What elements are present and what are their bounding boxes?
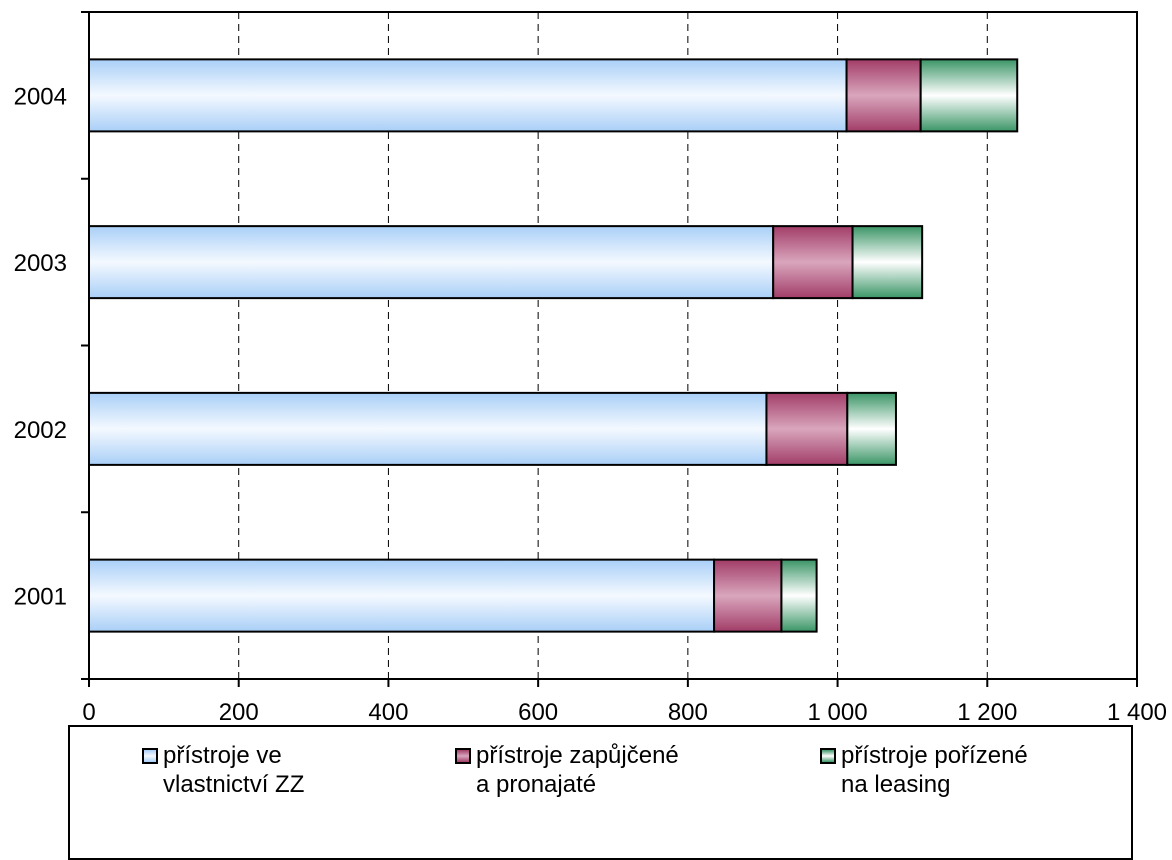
x-tick-label-1200: 1 200 xyxy=(957,699,1017,725)
tick-labels: 2001 2002 2003 2004 0 200 400 600 800 1 000 1 200 1… xyxy=(14,83,1167,725)
axes xyxy=(81,11,1138,687)
bar-2002-series-1 xyxy=(765,391,849,466)
legend-label-leasing-line1: přístroje pořízené xyxy=(841,742,1028,769)
legend-label-leasing: přístroje pořízené na leasing xyxy=(841,741,1028,799)
legend-item-leasing: přístroje pořízené na leasing xyxy=(820,741,1028,799)
y-tick-label-2003: 2003 xyxy=(14,250,67,277)
x-tick-label-600: 600 xyxy=(518,699,558,725)
legend-label-borrowed: přístroje zapůjčené a pronajaté xyxy=(476,741,679,799)
legend-label-owned-line2: vlastnictví ZZ xyxy=(163,771,305,798)
legend-label-borrowed-line2: a pronajaté xyxy=(476,771,597,798)
legend-swatch-borrowed xyxy=(455,748,471,764)
y-tick-label-2002: 2002 xyxy=(14,417,67,444)
x-tick-label-1400: 1 400 xyxy=(1107,699,1167,725)
bar-2004-series-2 xyxy=(919,58,1019,133)
bar-2003-series-2 xyxy=(851,225,924,300)
bar-2001-series-1 xyxy=(713,558,783,633)
x-tick-label-200: 200 xyxy=(219,699,259,725)
legend-item-borrowed: přístroje zapůjčené a pronajaté xyxy=(455,741,679,799)
x-tick-label-0: 0 xyxy=(82,699,95,725)
legend-label-borrowed-line1: přístroje zapůjčené xyxy=(476,742,679,769)
legend-label-leasing-line2: na leasing xyxy=(841,771,951,798)
bar-2003-series-0 xyxy=(88,225,775,300)
x-tick-label-400: 400 xyxy=(368,699,408,725)
x-tick-label-1000: 1 000 xyxy=(808,699,868,725)
legend-swatch-owned xyxy=(142,748,158,764)
bar-2004-series-1 xyxy=(845,58,922,133)
legend-label-owned: přístroje ve vlastnictví ZZ xyxy=(163,741,304,799)
bar-2002-series-2 xyxy=(846,391,897,466)
legend: přístroje ve vlastnictví ZZ přístroje za… xyxy=(68,725,1133,860)
bars xyxy=(88,58,1019,633)
x-tick-label-800: 800 xyxy=(668,699,708,725)
legend-label-owned-line1: přístroje ve xyxy=(163,742,282,769)
y-tick-label-2004: 2004 xyxy=(14,83,67,110)
bar-2001-series-0 xyxy=(88,558,716,633)
bar-2001-series-2 xyxy=(780,558,818,633)
bar-2002-series-0 xyxy=(88,391,768,466)
bar-chart: 2001 2002 2003 2004 0 200 400 600 800 1 000 1 200 1… xyxy=(14,11,1167,725)
legend-item-owned: přístroje ve vlastnictví ZZ xyxy=(142,741,304,799)
y-tick-label-2001: 2001 xyxy=(14,584,67,611)
bar-2004-series-0 xyxy=(88,58,848,133)
bar-2003-series-1 xyxy=(772,225,854,300)
legend-swatch-leasing xyxy=(820,748,836,764)
